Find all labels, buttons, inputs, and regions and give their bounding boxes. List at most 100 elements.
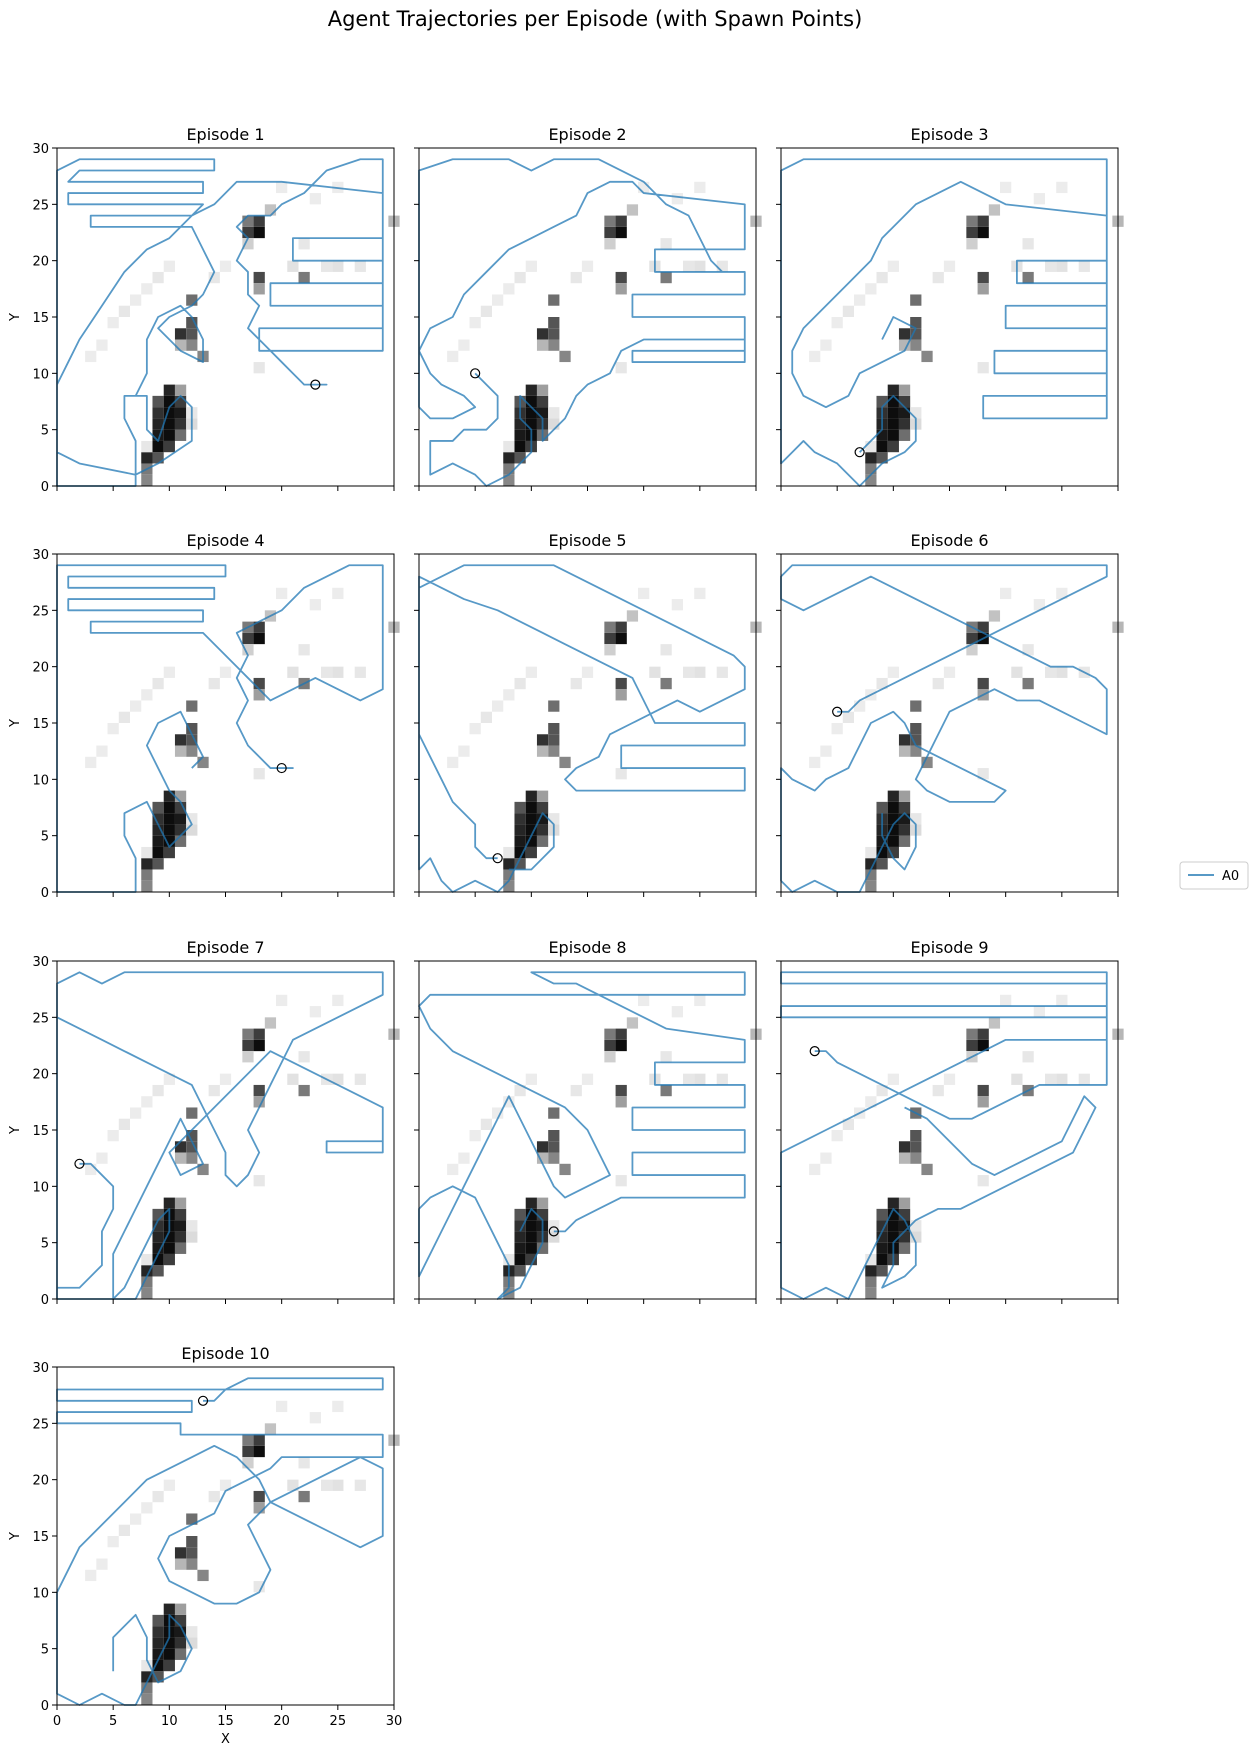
heatmap-cell (716, 260, 728, 272)
heatmap-cell (820, 1152, 832, 1164)
heatmap-cell (548, 1220, 560, 1232)
heatmap-cell (660, 238, 672, 250)
heatmap-cell (536, 407, 549, 419)
y-tick-label: 5 (41, 1643, 49, 1658)
heatmap-cell (682, 1073, 695, 1085)
heatmap-cell (831, 1130, 843, 1142)
heatmap-cell (163, 1231, 175, 1243)
heatmap-cell (264, 1423, 277, 1435)
y-axis-label: Y (8, 1126, 23, 1135)
heatmap-cell (503, 846, 515, 859)
heatmap-cell (887, 1208, 899, 1221)
heatmap-cell (1056, 666, 1068, 678)
heatmap-cell (966, 215, 978, 227)
heatmap-cell (887, 846, 899, 859)
y-tick-label: 15 (32, 1530, 49, 1545)
heatmap-cell (977, 1039, 989, 1052)
heatmap-cell (186, 700, 198, 712)
heatmap-cell (898, 1242, 911, 1254)
heatmap-cell (898, 1141, 911, 1153)
heatmap-cell (186, 1536, 198, 1548)
heatmap-cell (492, 1107, 504, 1119)
heatmap-cell (186, 1637, 198, 1649)
heatmap-cell (638, 994, 650, 1007)
heatmap-cell (152, 846, 164, 859)
heatmap-cell (354, 260, 366, 272)
y-tick-label: 25 (32, 604, 49, 619)
heatmap-cell (242, 215, 254, 227)
heatmap-cell (264, 204, 277, 216)
heatmap-cell (842, 1118, 855, 1130)
heatmap-cell (910, 328, 922, 340)
heatmap-cell (503, 474, 515, 486)
heatmap-cell (876, 1265, 888, 1277)
heatmap-cell (152, 407, 164, 419)
heatmap-cell (174, 328, 187, 340)
heatmap-cell (536, 801, 549, 814)
heatmap-cell (977, 621, 989, 633)
heatmap-cell (910, 1231, 922, 1243)
heatmap-cell (253, 689, 265, 701)
heatmap-cell (977, 1096, 989, 1108)
heatmap-cell (536, 1208, 549, 1221)
heatmap-cell (876, 1231, 888, 1243)
heatmap-cell (809, 1163, 821, 1176)
heatmap-cell (298, 644, 310, 656)
heatmap-cell (525, 1197, 537, 1209)
heatmap-cell (503, 1096, 515, 1108)
panel-title: Episode 9 (910, 938, 988, 957)
heatmap-cell (548, 339, 560, 351)
heatmap-cell (1078, 1073, 1090, 1085)
heatmap-cell (163, 260, 175, 272)
heatmap-cell (514, 429, 526, 441)
heatmap-cell (152, 1220, 164, 1232)
heatmap-cell (514, 271, 526, 284)
heatmap-cell (242, 1028, 254, 1040)
heatmap-cell (570, 1084, 582, 1097)
heatmap-cell (671, 1006, 683, 1018)
heatmap-cell (141, 440, 153, 453)
heatmap-cell (253, 362, 265, 374)
heatmap-cell (163, 1242, 175, 1254)
x-tick-label: 15 (217, 1714, 234, 1729)
episode-panel: Episode 7 0 5 10 15 20 25 30 Y (8, 938, 400, 1308)
heatmap-cell (1022, 677, 1034, 690)
heatmap-cell (887, 407, 899, 419)
heatmap-cell (354, 666, 366, 678)
heatmap-cell (525, 1242, 537, 1254)
heatmap-cell (887, 440, 899, 453)
heatmap-cell (548, 1130, 560, 1142)
heatmap-cell (831, 317, 843, 329)
figure-title: Agent Trajectories per Episode (with Spa… (328, 7, 863, 31)
heatmap-cell (152, 1231, 164, 1243)
heatmap-cell (525, 1253, 537, 1266)
heatmap-cell (921, 350, 933, 363)
heatmap-cell (186, 745, 198, 757)
heatmap-cell (865, 1096, 877, 1108)
x-tick-label: 25 (330, 1714, 347, 1729)
heatmap-cell (887, 429, 899, 441)
panel-title: Episode 10 (181, 1344, 269, 1363)
heatmap-cell (186, 723, 198, 735)
heatmap-cell (660, 1084, 672, 1097)
heatmap-cell (287, 1479, 299, 1491)
heatmap-cell (921, 1163, 933, 1176)
heatmap-cell (548, 407, 560, 419)
heatmap-cell (186, 1141, 198, 1153)
x-tick-label: 10 (161, 1714, 178, 1729)
y-tick-label: 20 (32, 255, 49, 270)
y-tick-label: 15 (32, 1124, 49, 1139)
heatmap-cell (887, 666, 899, 678)
heatmap-cell (503, 689, 515, 701)
heatmap-cell (898, 745, 911, 757)
spawn-point-marker (197, 1395, 209, 1406)
heatmap-cell (604, 644, 616, 656)
heatmap-cell (118, 305, 131, 317)
heatmap-cell (887, 801, 899, 814)
heatmap-cell (85, 350, 97, 363)
heatmap-cell (503, 283, 515, 295)
heatmap-cell (898, 328, 911, 340)
heatmap-cell (186, 1231, 198, 1243)
heatmap-cell (174, 1603, 187, 1615)
heatmap-cell (503, 858, 515, 870)
